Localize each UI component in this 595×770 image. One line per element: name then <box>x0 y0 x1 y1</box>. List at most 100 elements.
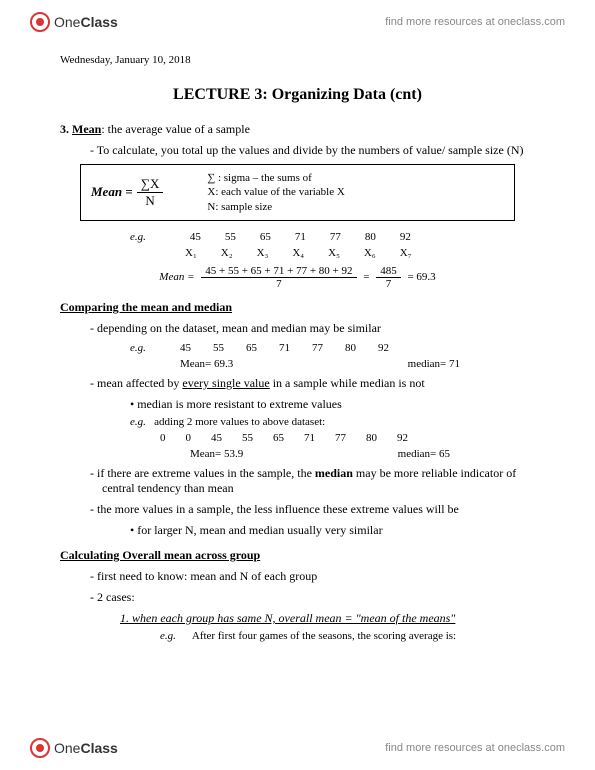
t: if there are extreme values in the sampl… <box>97 466 315 480</box>
v: 0 <box>160 432 166 444</box>
t: in a sample while median is not <box>270 376 425 390</box>
compare-sb1: median is more resistant to extreme valu… <box>130 397 535 412</box>
v: 71 <box>279 342 290 354</box>
eg-label: e.g. <box>130 231 146 243</box>
mean-formula: Mean = ∑X N <box>91 176 167 209</box>
calc-note: To calculate, you total up the values an… <box>90 143 535 158</box>
formula-fraction: ∑X N <box>137 176 164 209</box>
overall-eg: e.g.After first four games of the season… <box>160 630 535 642</box>
section-number: 3. <box>60 122 69 136</box>
overall-b1: first need to know: mean and N of each g… <box>90 569 535 584</box>
brand-part2: Class <box>80 14 117 30</box>
compare-row2: 0 0 45 55 65 71 77 80 92 <box>160 432 535 444</box>
v: 65 <box>273 432 284 444</box>
median-val: median= 71 <box>408 358 460 370</box>
v: 77 <box>312 342 323 354</box>
brand-logo-footer: OneClass <box>30 738 118 758</box>
eq-result: = 69.3 <box>407 271 435 283</box>
xlabel: X₄ <box>292 247 304 259</box>
brand-part2: Class <box>80 740 117 756</box>
eq-frac1: 45 + 55 + 65 + 71 + 77 + 80 + 92 7 <box>201 265 356 290</box>
mean-val: Mean= 69.3 <box>180 358 233 370</box>
overall-case1: 1. when each group has same N, overall m… <box>120 611 535 626</box>
eg-text: adding 2 more values to above dataset: <box>154 416 325 428</box>
formula-numerator: ∑X <box>137 176 164 193</box>
xlabel: X₆ <box>364 247 376 259</box>
compare-sb2: for larger N, mean and median usually ve… <box>130 523 535 538</box>
v: 65 <box>246 342 257 354</box>
t: every single value <box>182 376 269 390</box>
mean-formula-box: Mean = ∑X N ∑ : sigma – the sums of X: e… <box>80 164 515 221</box>
formula-denominator: N <box>141 193 158 209</box>
legend-n: N: sample size <box>207 200 344 214</box>
mean-val2: Mean= 53.9 <box>190 448 243 460</box>
v: 92 <box>397 432 408 444</box>
val: 92 <box>400 231 411 243</box>
mean-heading: 3. Mean: the average value of a sample <box>60 122 535 137</box>
v: 92 <box>378 342 389 354</box>
brand-name-footer: OneClass <box>54 740 118 756</box>
overall-heading: Calculating Overall mean across group <box>60 548 535 563</box>
example1-labels: X₁ X₂ X₃ X₄ X₅ X₆ X₇ <box>130 247 535 259</box>
lecture-title: LECTURE 3: Organizing Data (cnt) <box>60 86 535 104</box>
eq-frac2: 485 7 <box>376 265 401 290</box>
brand-part1: One <box>54 740 80 756</box>
spacer <box>130 247 141 259</box>
eg-label: e.g. <box>130 342 180 354</box>
eg-text: After first four games of the seasons, t… <box>192 630 456 642</box>
v: 45 <box>211 432 222 444</box>
logo-icon <box>30 12 50 32</box>
footer-tagline: find more resources at oneclass.com <box>385 742 565 754</box>
compare-heading: Comparing the mean and median <box>60 300 535 315</box>
lecture-date: Wednesday, January 10, 2018 <box>60 54 535 66</box>
compare-b4: the more values in a sample, the less in… <box>90 502 535 517</box>
document-body: Wednesday, January 10, 2018 LECTURE 3: O… <box>0 44 595 642</box>
eq-eq: = <box>363 271 369 283</box>
v: 77 <box>335 432 346 444</box>
eg-label: e.g. <box>130 416 146 428</box>
brand-part1: One <box>54 14 80 30</box>
compare-b3: if there are extreme values in the sampl… <box>90 466 535 496</box>
val: 80 <box>365 231 376 243</box>
v: 71 <box>304 432 315 444</box>
section-def: : the average value of a sample <box>101 122 250 136</box>
eq-num2: 485 <box>376 265 401 278</box>
val: 71 <box>295 231 306 243</box>
median-val2: median= 65 <box>398 448 450 460</box>
logo-icon <box>30 738 50 758</box>
val: 77 <box>330 231 341 243</box>
compare-b1: depending on the dataset, mean and media… <box>90 321 535 336</box>
v: 0 <box>186 432 192 444</box>
v: 55 <box>213 342 224 354</box>
val: 55 <box>225 231 236 243</box>
page-header: OneClass find more resources at oneclass… <box>0 0 595 44</box>
xlabel: X₁ <box>185 247 197 259</box>
legend-x: X: each value of the variable X <box>207 185 344 199</box>
v: 55 <box>242 432 253 444</box>
compare-stats1: Mean= 69.3 median= 71 <box>180 358 460 370</box>
t: median <box>315 466 353 480</box>
v: 80 <box>366 432 377 444</box>
compare-vals1: 45 55 65 71 77 80 92 <box>180 342 389 354</box>
page-footer: OneClass find more resources at oneclass… <box>0 726 595 770</box>
brand-name: OneClass <box>54 14 118 30</box>
eq-lhs: Mean = <box>159 271 194 283</box>
overall-b2: 2 cases: <box>90 590 535 605</box>
xlabel: X₇ <box>400 247 412 259</box>
brand-logo: OneClass <box>30 12 118 32</box>
val: 45 <box>190 231 201 243</box>
val: 65 <box>260 231 271 243</box>
section-term: Mean <box>72 122 101 136</box>
t: mean affected by <box>97 376 182 390</box>
legend-sigma: ∑ : sigma – the sums of <box>207 171 344 185</box>
header-tagline: find more resources at oneclass.com <box>385 16 565 28</box>
compare-stats2: Mean= 53.9 median= 65 <box>190 448 450 460</box>
compare-row1: e.g. 45 55 65 71 77 80 92 <box>130 342 535 354</box>
compare-eg2: e.g. adding 2 more values to above datas… <box>130 416 535 428</box>
v: 45 <box>180 342 191 354</box>
eq-den2: 7 <box>382 278 396 290</box>
xlabel: X₅ <box>328 247 340 259</box>
example1-equation: Mean = 45 + 55 + 65 + 71 + 77 + 80 + 92 … <box>60 265 535 290</box>
compare-b2: mean affected by every single value in a… <box>90 376 535 391</box>
xlabel: X₃ <box>257 247 269 259</box>
